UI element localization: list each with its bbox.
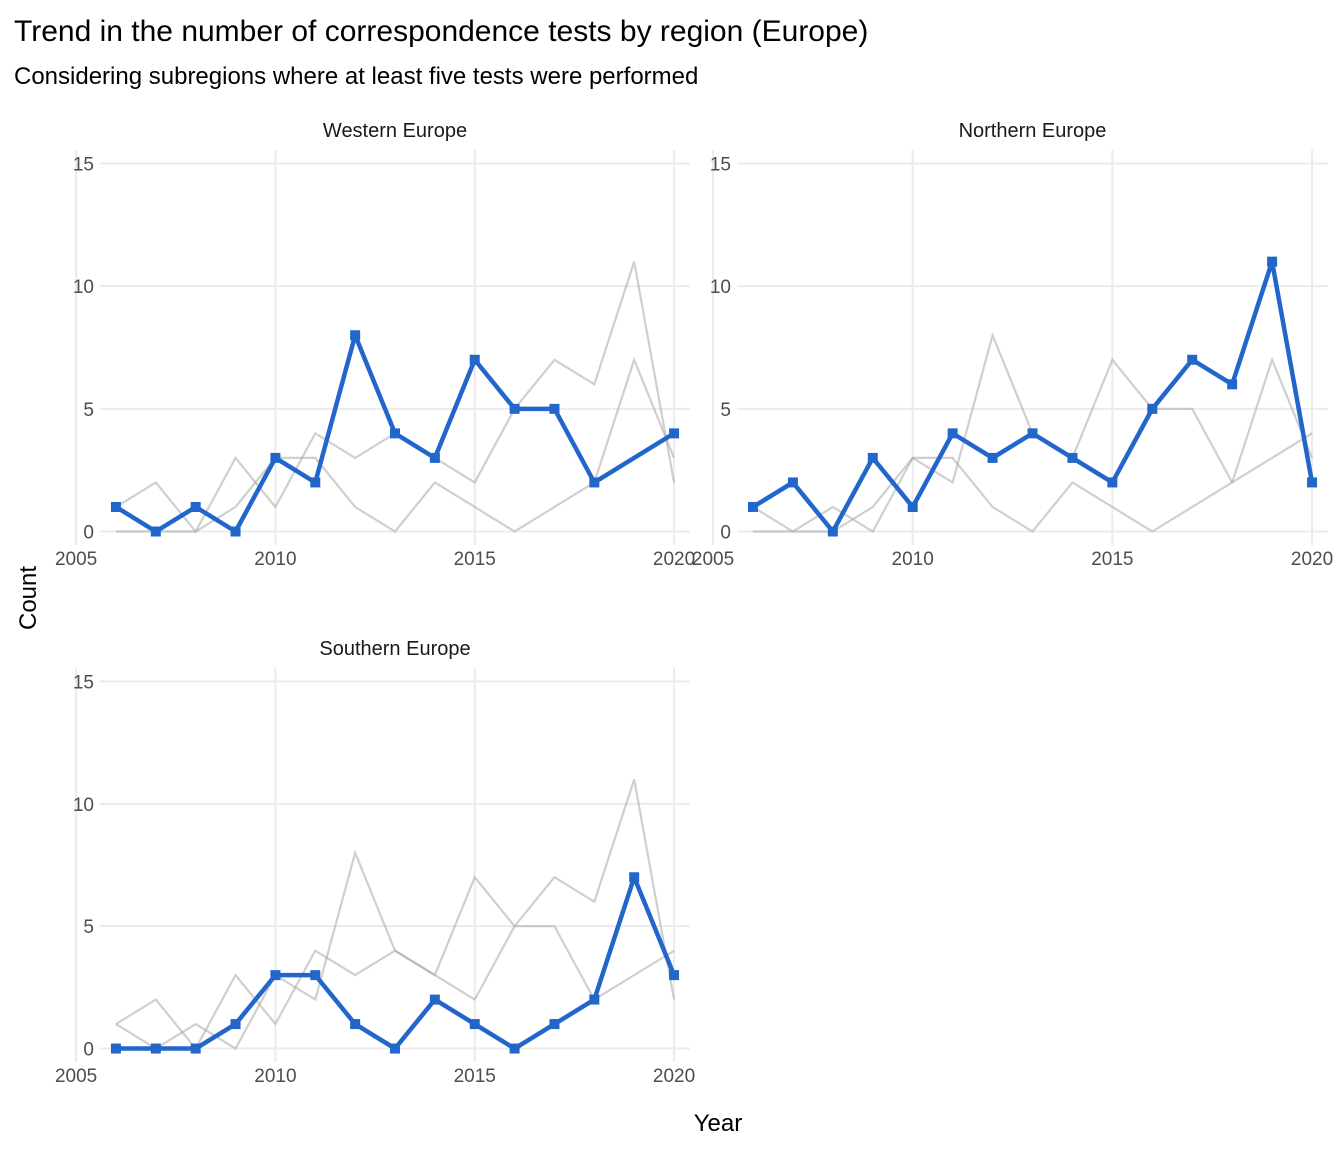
x-tick-label: 2005 (55, 1066, 97, 1087)
data-point (310, 970, 321, 981)
data-point (469, 1019, 480, 1030)
context-series-line-western-europe (752, 331, 1313, 534)
data-point (310, 477, 321, 488)
data-point (230, 526, 241, 537)
data-point (629, 872, 640, 883)
facet-label: Southern Europe (319, 638, 470, 660)
x-axis-title: Year (694, 1110, 743, 1137)
context-series-line-northern-europe (115, 779, 676, 1051)
data-point (1107, 477, 1118, 488)
data-point (429, 994, 440, 1005)
data-point (1227, 379, 1238, 390)
facet-label: Northern Europe (959, 120, 1107, 142)
y-tick-label: 15 (73, 154, 94, 175)
series-line-western-europe (114, 332, 676, 534)
data-point (787, 477, 798, 488)
data-point (190, 501, 201, 512)
y-tick-label: 10 (73, 277, 94, 298)
data-point (350, 1019, 361, 1030)
x-tick-label: 2015 (454, 1066, 496, 1087)
y-tick-label: 5 (83, 917, 94, 938)
x-tick-label: 2010 (254, 1066, 296, 1087)
x-tick-label: 2020 (653, 549, 695, 570)
data-point (747, 501, 758, 512)
data-point (589, 477, 600, 488)
data-point (230, 1019, 241, 1030)
data-point (1307, 477, 1318, 488)
y-tick-label: 5 (83, 400, 94, 421)
data-point (907, 501, 918, 512)
y-tick-label: 0 (83, 1040, 94, 1061)
x-tick-label: 2015 (1091, 549, 1133, 570)
data-point (469, 354, 480, 365)
chart-title: Trend in the number of correspondence te… (14, 15, 868, 48)
context-series-line-western-europe (115, 849, 675, 1051)
context-series-line-southern-europe (752, 356, 1314, 533)
x-tick-label: 2015 (454, 549, 496, 570)
series-line-northern-europe (751, 259, 1315, 534)
data-point (987, 452, 998, 463)
x-tick-label: 2005 (692, 549, 734, 570)
panel-southern-europe: Southern Europe 0 5 10 15 2005 2010 2015 2020 (55, 638, 695, 1087)
y-axis-title: Count (15, 566, 42, 630)
data-point (1187, 354, 1198, 365)
data-point (270, 452, 281, 463)
data-point (350, 330, 361, 341)
facet-label: Western Europe (323, 120, 467, 142)
y-tick-label: 15 (73, 672, 94, 693)
data-point (150, 526, 161, 537)
data-point (827, 526, 838, 537)
y-tick-label: 0 (720, 523, 731, 544)
data-point (1067, 452, 1078, 463)
data-point (1147, 403, 1158, 414)
data-point (429, 452, 440, 463)
data-point (270, 970, 281, 981)
data-point (947, 428, 958, 439)
data-point (589, 994, 600, 1005)
context-series-line-southern-europe (115, 356, 676, 533)
data-point (110, 1043, 121, 1054)
panel-northern-europe: Northern Europe 0 5 10 15 2005 2010 2015 2020 (692, 120, 1333, 570)
data-point (867, 452, 878, 463)
data-point (150, 1043, 161, 1054)
data-point (509, 1043, 520, 1054)
chart-subtitle: Considering subregions where at least fi… (14, 63, 698, 90)
x-tick-label: 2010 (254, 549, 296, 570)
panel-western-europe: Western Europe 0 5 10 15 2005 2010 2015 2020 (55, 120, 695, 570)
x-tick-label: 2020 (1291, 549, 1333, 570)
y-tick-label: 15 (710, 154, 731, 175)
data-point (669, 428, 680, 439)
x-tick-label: 2005 (55, 549, 97, 570)
data-point (1267, 256, 1278, 267)
x-tick-label: 2020 (653, 1066, 695, 1087)
data-point (549, 1019, 560, 1030)
y-tick-label: 0 (83, 523, 94, 544)
data-point (390, 1043, 400, 1054)
data-point (190, 1043, 201, 1054)
data-point (669, 970, 680, 981)
y-tick-label: 10 (710, 277, 731, 298)
data-point (549, 403, 560, 414)
y-tick-label: 10 (73, 795, 94, 816)
x-tick-label: 2010 (892, 549, 934, 570)
data-point (110, 501, 121, 512)
data-point (390, 428, 400, 439)
context-series-line-northern-europe (115, 261, 676, 534)
data-point (1027, 428, 1038, 439)
series-line-southern-europe (115, 874, 677, 1051)
data-point (509, 403, 520, 414)
y-tick-label: 5 (720, 400, 731, 421)
